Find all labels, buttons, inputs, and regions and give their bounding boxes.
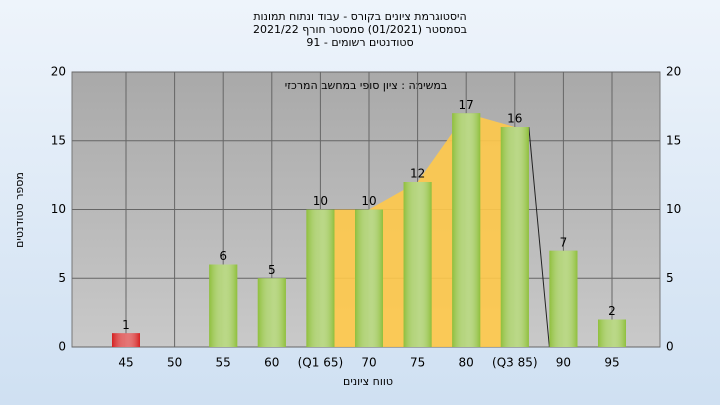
- y-tick-label: 10: [51, 202, 66, 216]
- x-tick-label: (Q1 65): [298, 356, 344, 370]
- data-label: 1: [122, 318, 130, 332]
- y2-tick-label: 15: [666, 133, 681, 147]
- bar: [598, 319, 626, 347]
- y-tick-label: 0: [58, 340, 66, 354]
- data-label: 10: [361, 194, 376, 208]
- x-tick-label: 75: [410, 356, 425, 370]
- bar: [209, 264, 238, 347]
- chart-subtitle: סטודנטים רשומים - 91: [306, 36, 413, 49]
- y2-tick-label: 10: [666, 202, 681, 216]
- y-tick-label: 20: [51, 65, 66, 79]
- data-label: 12: [410, 167, 425, 181]
- x-tick-label: 45: [118, 356, 133, 370]
- data-label: 5: [268, 263, 276, 277]
- bar: [403, 182, 432, 347]
- annotation: במשימה : ציון סופי במחשב המרכזי: [285, 79, 448, 92]
- data-label: 2: [608, 304, 616, 318]
- bar: [452, 113, 481, 347]
- y-axis-label: מספר סטודנטים: [13, 172, 26, 248]
- x-tick-label: 90: [556, 356, 571, 370]
- chart-subtitle: בסמסטר (01/2021) סמסטר חורף 2021/22: [253, 23, 467, 36]
- x-tick-label: 50: [167, 356, 182, 370]
- data-label: 6: [219, 249, 227, 263]
- data-label: 10: [313, 194, 328, 208]
- bar: [112, 333, 140, 347]
- chart-title: היסטוגרמת ציונים בקורס - עבוד ונתוח תמונ…: [253, 10, 466, 23]
- x-tick-label: 55: [216, 356, 231, 370]
- spread-line: [528, 126, 550, 348]
- y-tick-label: 5: [58, 271, 66, 285]
- bar: [306, 209, 335, 347]
- bar: [549, 250, 578, 347]
- x-tick-label: 80: [459, 356, 474, 370]
- y-tick-label: 15: [51, 133, 66, 147]
- bar: [500, 127, 529, 347]
- y2-tick-label: 5: [666, 271, 674, 285]
- data-label: 17: [459, 98, 474, 112]
- x-tick-label: 60: [264, 356, 279, 370]
- y2-tick-label: 20: [666, 65, 681, 79]
- y2-tick-label: 0: [666, 340, 674, 354]
- x-tick-label: 95: [604, 356, 619, 370]
- x-tick-label: 70: [361, 356, 376, 370]
- data-label: 7: [560, 235, 568, 249]
- bar: [355, 209, 383, 347]
- data-label: 16: [507, 112, 522, 126]
- x-tick-label: (Q3 85): [492, 356, 538, 370]
- bar: [257, 278, 286, 347]
- x-axis-label: טווח ציונים: [343, 375, 393, 388]
